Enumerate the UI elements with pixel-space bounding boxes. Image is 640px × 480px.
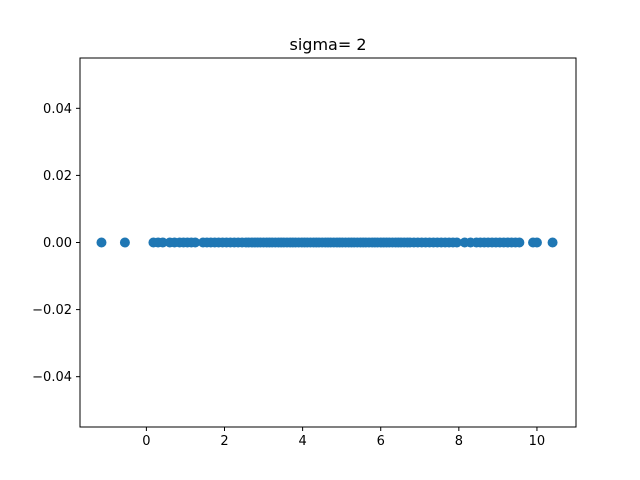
x-tick-label: 2: [220, 434, 228, 449]
data-points: [96, 237, 558, 248]
data-point: [514, 237, 525, 248]
y-tick-label: −0.02: [32, 303, 72, 318]
data-point: [190, 237, 201, 248]
data-point: [119, 237, 130, 248]
x-tick-label: 6: [377, 434, 385, 449]
x-axis: 0 2 4 6 8 10: [142, 427, 545, 449]
data-point: [547, 237, 558, 248]
y-tick-label: −0.04: [32, 370, 72, 385]
data-point: [451, 237, 462, 248]
x-tick-label: 4: [298, 434, 306, 449]
chart-title: sigma= 2: [290, 35, 367, 54]
y-axis: −0.04 −0.02 0.00 0.02 0.04: [32, 102, 80, 385]
x-tick-label: 10: [529, 434, 546, 449]
x-tick-label: 8: [455, 434, 463, 449]
data-point: [96, 237, 107, 248]
data-point: [531, 237, 542, 248]
y-tick-label: 0.02: [43, 169, 72, 184]
y-tick-label: 0.04: [43, 102, 72, 117]
data-point: [157, 237, 168, 248]
y-tick-label: 0.00: [43, 236, 72, 251]
x-tick-label: 0: [142, 434, 150, 449]
